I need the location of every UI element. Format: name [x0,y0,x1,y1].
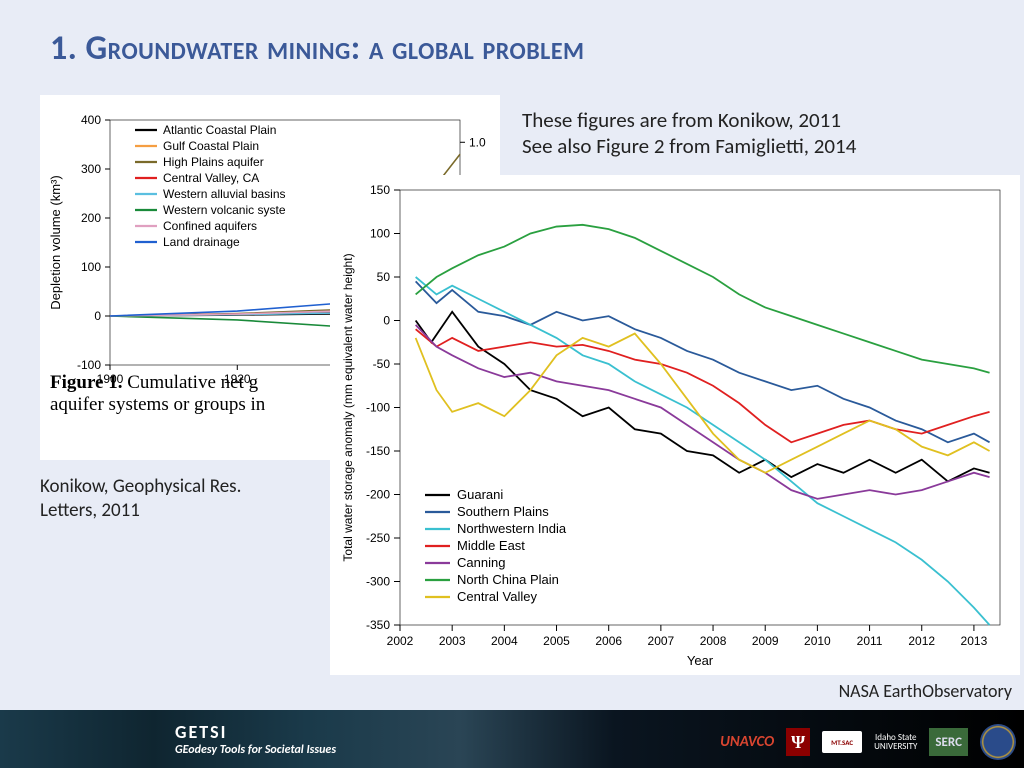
caption-right: These figures are from Konikow, 2011 See… [522,107,856,160]
svg-text:150: 150 [370,183,390,197]
svg-text:Confined aquifers: Confined aquifers [163,219,257,233]
svg-text:Atlantic Coastal Plain: Atlantic Coastal Plain [163,123,276,137]
svg-text:-100: -100 [366,401,390,415]
svg-text:Southern Plains: Southern Plains [457,504,549,519]
svg-text:300: 300 [81,162,101,176]
chart2-svg: 2002 2003 2004 2005 2006 2007 2008 2009 2010 2011… [330,175,1020,675]
idaho-logo: Idaho StateUNIVERSITY [874,728,917,756]
credit-text: NASA EarthObservatory [839,680,1012,702]
svg-text:Middle East: Middle East [457,538,525,553]
svg-text:-300: -300 [366,575,390,589]
footer-bar: GETSI GEodesy Tools for Societal Issues … [0,710,1024,768]
logo-strip: UNAVCO Ψ MT.SAC Idaho StateUNIVERSITY SE… [720,724,1016,760]
svg-text:Western volcanic syste: Western volcanic syste [163,203,286,217]
svg-text:Central Valley, CA: Central Valley, CA [163,171,259,185]
svg-text:50: 50 [377,270,391,284]
svg-text:400: 400 [81,113,101,127]
svg-text:Depletion volume (km³): Depletion volume (km³) [48,175,63,309]
cite-l2: Letters, 2011 [40,499,241,523]
svg-text:0: 0 [94,309,101,323]
svg-text:2008: 2008 [700,634,727,648]
svg-text:1.0: 1.0 [469,135,486,149]
svg-text:Year: Year [687,653,714,668]
citation-left: Konikow, Geophysical Res. Letters, 2011 [40,475,241,523]
svg-text:Northwestern India: Northwestern India [457,521,567,536]
fig1-bold: Figure 1. [50,372,122,393]
svg-text:Land drainage: Land drainage [163,235,240,249]
svg-text:0: 0 [383,314,390,328]
svg-text:Gulf Coastal Plain: Gulf Coastal Plain [163,139,259,153]
svg-text:Western alluvial basins: Western alluvial basins [163,187,286,201]
svg-text:-350: -350 [366,618,390,632]
svg-text:High Plains aquifer: High Plains aquifer [163,155,264,169]
iu-logo: Ψ [786,728,810,756]
figure1-caption: Figure 1. Cumulative net g aquifer syste… [50,372,265,416]
serc-logo: SERC [929,728,968,756]
svg-text:2010: 2010 [804,634,831,648]
svg-text:-250: -250 [366,531,390,545]
svg-text:2002: 2002 [387,634,414,648]
getsi-title: GETSI [175,721,336,743]
svg-text:2011: 2011 [857,634,883,648]
fig1-rest: Cumulative net g [122,372,258,393]
svg-text:Total water storage anomaly (m: Total water storage anomaly (mm equivale… [341,253,355,561]
caption-l1: These figures are from Konikow, 2011 [522,107,856,133]
cite-l1: Konikow, Geophysical Res. [40,475,241,499]
nsf-logo [980,724,1016,760]
svg-text:-50: -50 [373,357,391,371]
slide-title: 1. Groundwater mining: a global problem [50,28,585,69]
svg-text:200: 200 [81,211,101,225]
unavco-logo: UNAVCO [720,728,774,756]
svg-text:Guarani: Guarani [457,487,503,502]
svg-text:North China Plain: North China Plain [457,572,559,587]
svg-text:Central Valley: Central Valley [457,589,537,604]
svg-text:2004: 2004 [491,634,518,648]
fig1-l2: aquifer systems or groups in [50,394,265,415]
getsi-sub: GEodesy Tools for Societal Issues [175,743,336,757]
svg-text:2006: 2006 [595,634,622,648]
svg-text:100: 100 [370,227,390,241]
svg-text:2007: 2007 [648,634,675,648]
mtsac-logo: MT.SAC [822,731,862,753]
chart2-container: 2002 2003 2004 2005 2006 2007 2008 2009 2010 2011… [330,175,1020,675]
svg-text:2012: 2012 [908,634,935,648]
svg-text:-100: -100 [77,358,101,372]
svg-text:2003: 2003 [439,634,466,648]
svg-text:2009: 2009 [752,634,779,648]
svg-text:2013: 2013 [961,634,988,648]
svg-text:-200: -200 [366,488,390,502]
svg-text:Canning: Canning [457,555,505,570]
svg-text:2005: 2005 [543,634,570,648]
idaho-l2: UNIVERSITY [874,741,917,752]
caption-l2: See also Figure 2 from Famiglietti, 2014 [522,133,856,159]
svg-text:-150: -150 [366,444,390,458]
getsi-logo: GETSI GEodesy Tools for Societal Issues [175,721,336,757]
svg-text:100: 100 [81,260,101,274]
